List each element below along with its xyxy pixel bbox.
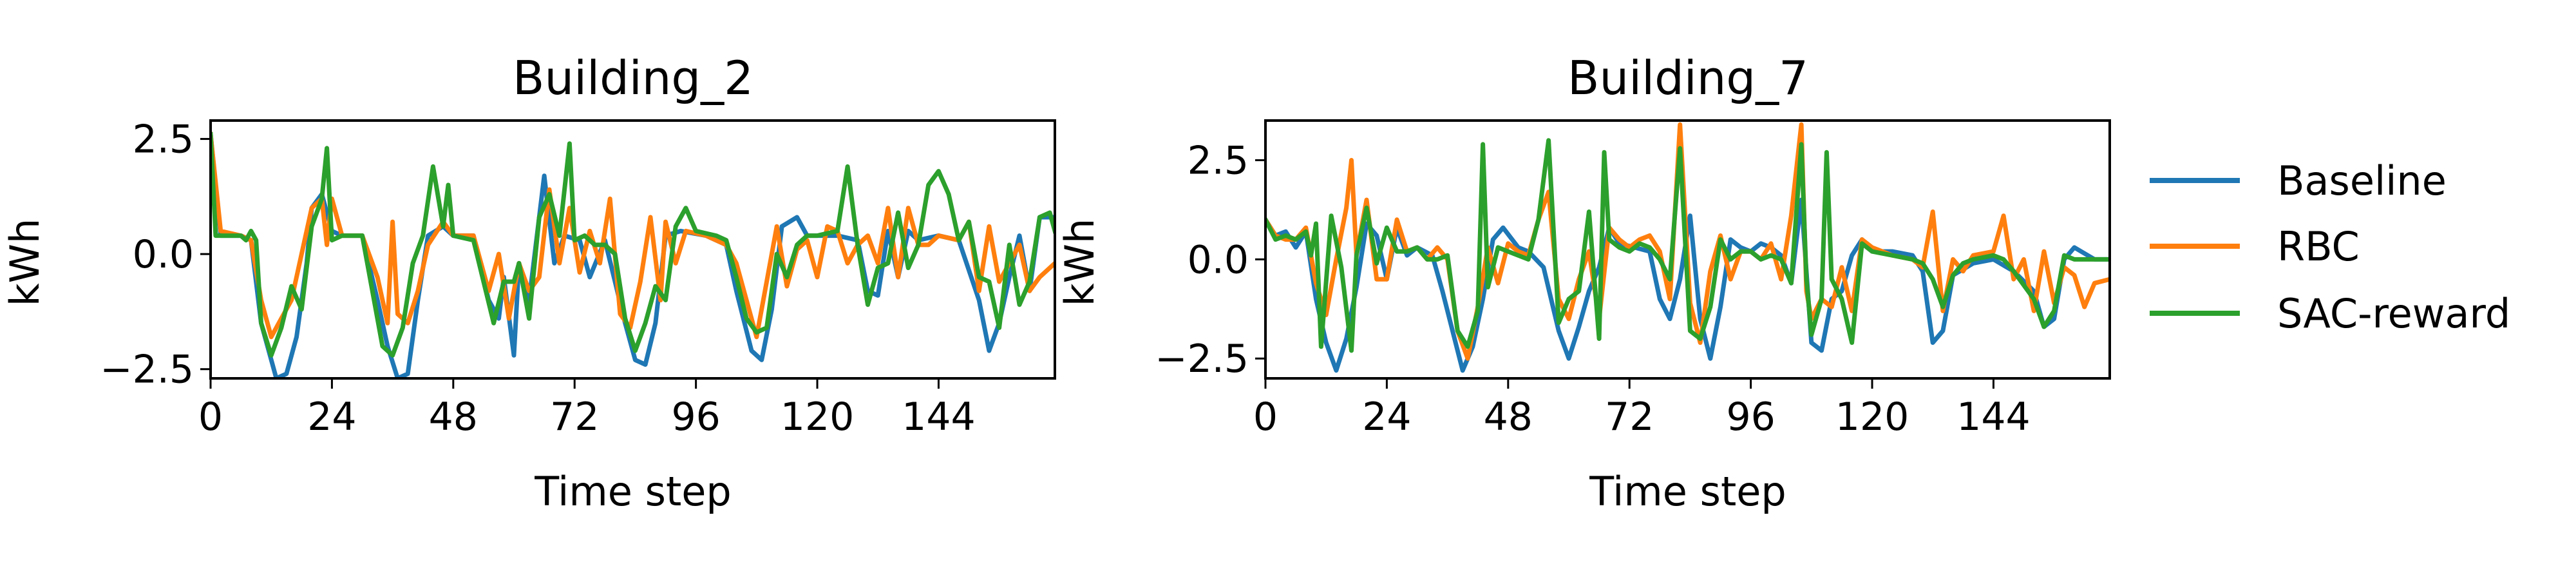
x-tick-label: 96	[1726, 394, 1775, 440]
x-tick-label: 120	[1835, 394, 1909, 440]
y-tick-label: 2.5	[1188, 139, 1249, 184]
x-tick-label: 0	[1253, 394, 1278, 440]
subplot-building-2: Building_2 0 24 48 72 96 120 144 −2.5 0.0 2.5 Tim…	[1, 51, 1056, 515]
axes-frame	[1264, 119, 2111, 380]
x-axis-label: Time step	[534, 468, 732, 515]
y-tick-label: −2.5	[1155, 336, 1249, 382]
y-tick-label: 0.0	[1188, 237, 1249, 282]
y-tick-label: 2.5	[133, 117, 194, 162]
y-axis-label: kWh	[1056, 219, 1103, 307]
ticks: 0 24 48 72 96 120 144 −2.5 0.0 2.5	[1155, 139, 2030, 440]
x-tick-label: 120	[781, 394, 855, 440]
legend-label-rbc: RBC	[2277, 223, 2360, 270]
x-tick-label: 72	[1605, 394, 1654, 440]
x-tick-label: 144	[1956, 394, 2031, 440]
x-axis-label: Time step	[1589, 468, 1786, 515]
x-tick-label: 144	[902, 394, 976, 440]
y-axis-label: kWh	[1, 219, 48, 307]
x-tick-label: 24	[307, 394, 356, 440]
x-tick-label: 0	[198, 394, 223, 440]
x-tick-label: 24	[1362, 394, 1411, 440]
subplot-title: Building_7	[1567, 51, 1808, 105]
x-tick-label: 96	[671, 394, 720, 440]
subplot-building-7: Building_7 0 24 48 72 96 120 144 −2.5 0.0 2.5 Tim…	[1056, 51, 2111, 515]
x-tick-label: 72	[550, 394, 599, 440]
legend-label-sac-reward: SAC-reward	[2277, 290, 2510, 337]
series-line-sac-reward	[1265, 138, 2110, 353]
x-tick-label: 48	[1484, 394, 1533, 440]
legend: Baseline RBC SAC-reward	[2150, 157, 2510, 337]
y-tick-label: 0.0	[133, 232, 194, 277]
plot-area	[1265, 122, 2110, 373]
subplot-title: Building_2	[513, 51, 753, 105]
legend-label-baseline: Baseline	[2277, 157, 2447, 204]
y-tick-label: −2.5	[100, 347, 194, 393]
ticks: 0 24 48 72 96 120 144 −2.5 0.0 2.5	[100, 117, 975, 440]
x-tick-label: 48	[429, 394, 478, 440]
series-line-sac-reward	[211, 131, 1055, 358]
axes-frame	[209, 119, 1056, 380]
plot-area	[211, 131, 1055, 378]
